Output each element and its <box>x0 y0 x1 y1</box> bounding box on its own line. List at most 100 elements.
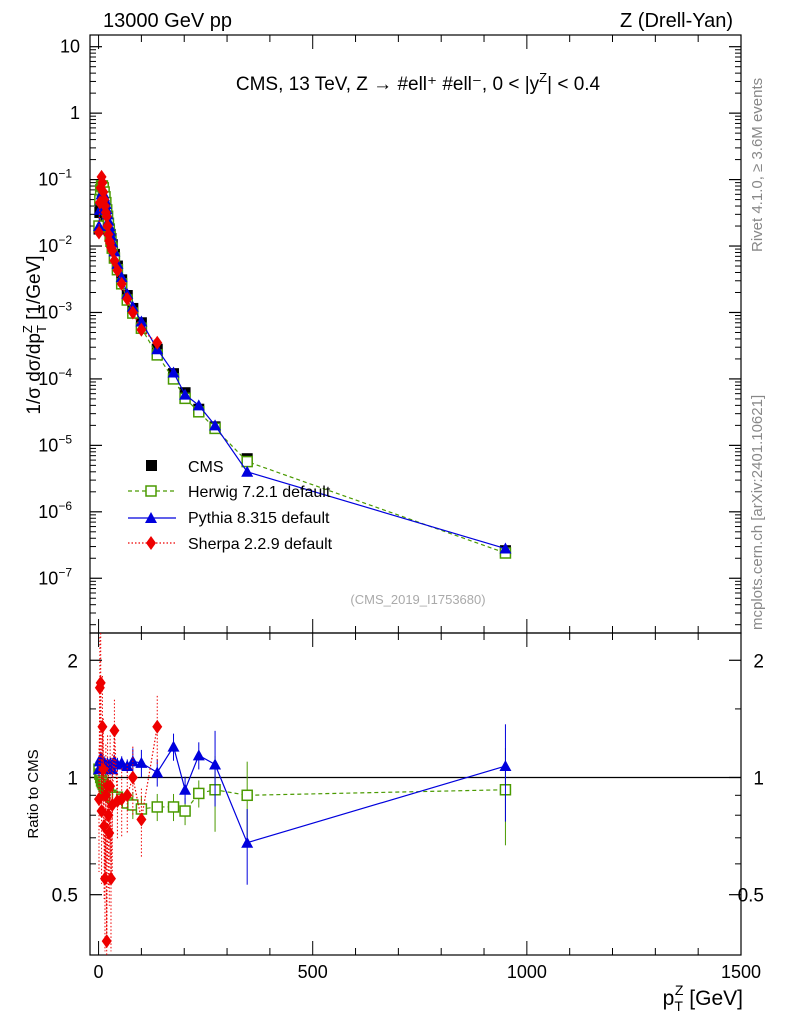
legend-item-pythia: Pythia 8.315 default <box>128 510 330 527</box>
data-point-sherpa <box>122 788 133 803</box>
ratio-series-group <box>92 633 512 955</box>
data-point-herwig <box>179 805 191 817</box>
data-point-herwig <box>135 803 148 815</box>
plot-title: CMS, 13 TeV, Z → #ell⁺ #ell⁻, 0 < |yZ| <… <box>236 70 601 95</box>
main-y-tick-label: 10−4 <box>38 366 72 389</box>
data-point-herwig <box>241 455 253 468</box>
data-point-sherpa <box>95 675 106 690</box>
main-series-group <box>92 169 512 559</box>
legend-item-sherpa: Sherpa 2.2.9 default <box>128 536 333 553</box>
mcplots-label: mcplots.cern.ch [arXiv:2401.10621] <box>749 395 766 630</box>
main-y-tick-label: 1 <box>70 103 80 123</box>
legend-item-cms: CMS <box>146 459 224 476</box>
main-y-axis: 10 1 10−1 10−2 10−3 10−4 10−5 10−6 10−7 <box>38 37 741 626</box>
data-point-pythia <box>209 758 222 770</box>
x-tick-label: 1500 <box>721 962 761 982</box>
ratio-panel: 0.5 0.5 1 1 2 2 0 500 1000 1500 Ratio to CMS pTZ… <box>25 632 764 1014</box>
legend-cms-marker <box>146 460 157 471</box>
data-point-sherpa <box>127 305 138 320</box>
data-point-pythia <box>241 465 254 477</box>
legend-herwig-label: Herwig 7.2.1 default <box>188 484 331 501</box>
main-x-ticks <box>98 35 742 633</box>
legend-pythia-label: Pythia 8.315 default <box>188 510 330 527</box>
data-point-sherpa <box>136 322 147 337</box>
ratio-y-tick-label-right: 0.5 <box>738 886 764 907</box>
data-point-pythia <box>115 271 128 283</box>
series-cms <box>93 195 511 558</box>
ratio-y-tick-label: 0.5 <box>52 886 78 907</box>
series-line-pythia <box>98 745 506 844</box>
data-point-pythia <box>499 760 512 772</box>
ratio-y-tick-label-right: 1 <box>753 768 764 789</box>
x-tick-label: 1000 <box>507 962 547 982</box>
data-point-sherpa <box>136 812 147 827</box>
data-point-sherpa <box>105 871 116 886</box>
data-point-herwig <box>167 801 180 813</box>
series-sherpa <box>93 169 163 350</box>
data-point-sherpa <box>122 291 133 306</box>
main-y-tick-label: 10−1 <box>38 167 72 190</box>
data-point-pythia <box>499 542 512 554</box>
x-tick-label: 500 <box>298 962 328 982</box>
legend-sherpa-marker <box>146 536 156 550</box>
data-point-sherpa <box>103 808 114 823</box>
ratio-y-tick-label: 1 <box>67 768 78 789</box>
data-point-pythia <box>151 766 164 778</box>
beam-label: 13000 GeV pp <box>103 10 232 32</box>
data-point-pythia <box>241 836 254 848</box>
data-point-pythia <box>209 419 222 431</box>
series-sherpa <box>93 633 163 955</box>
data-point-pythia <box>192 749 205 761</box>
data-point-sherpa <box>97 175 108 190</box>
main-y-tick-label: 10 <box>60 37 80 57</box>
data-point-pythia <box>179 783 192 795</box>
data-point-pythia <box>167 740 180 752</box>
data-point-sherpa <box>107 243 118 258</box>
main-y-tick-label: 10−7 <box>38 565 72 588</box>
data-point-sherpa <box>109 723 120 738</box>
data-point-sherpa <box>93 225 104 240</box>
legend-pythia-marker <box>145 512 157 523</box>
data-point-herwig <box>151 801 163 813</box>
data-point-sherpa <box>104 826 115 841</box>
x-tick-label: 0 <box>94 962 104 982</box>
data-point-sherpa <box>99 871 110 886</box>
main-y-label: 1/σ dσ/dpTZ [1/GeV] <box>20 255 49 414</box>
ratio-frame <box>89 632 742 956</box>
data-point-pythia <box>135 756 148 768</box>
data-point-sherpa <box>112 263 123 278</box>
legend: CMS Herwig 7.2.1 default Pythia 8.315 de… <box>128 459 333 553</box>
data-point-herwig <box>241 789 253 802</box>
data-point-pythia <box>192 399 205 411</box>
process-label: Z (Drell-Yan) <box>620 10 733 32</box>
data-point-sherpa <box>99 819 110 834</box>
series-herwig <box>93 748 512 846</box>
rivet-label: Rivet 4.1.0, ≥ 3.6M events <box>749 78 766 252</box>
main-y-tick-label: 10−6 <box>38 499 72 522</box>
ratio-y-axis: 0.5 0.5 1 1 2 2 <box>52 651 764 906</box>
series-herwig <box>93 180 512 559</box>
data-point-sherpa <box>116 276 127 291</box>
data-point-sherpa <box>102 219 113 234</box>
data-point-sherpa <box>97 719 108 734</box>
ratio-x-axis: 0 500 1000 1500 <box>94 633 761 982</box>
data-point-pythia <box>135 315 148 327</box>
ratio-y-label: Ratio to CMS <box>25 749 42 838</box>
data-point-pythia <box>179 388 192 400</box>
legend-herwig-marker <box>145 485 157 497</box>
x-axis-label: pTZ [GeV] <box>663 982 743 1014</box>
data-point-sherpa <box>101 209 112 224</box>
data-point-pythia <box>167 366 180 378</box>
data-point-sherpa <box>127 770 138 785</box>
legend-item-herwig: Herwig 7.2.1 default <box>128 484 331 501</box>
main-y-tick-label: 10−5 <box>38 432 72 455</box>
main-panel: 10 1 10−1 10−2 10−3 10−4 10−5 10−6 10−7 CMS, 13 … <box>20 34 742 634</box>
data-point-sherpa <box>101 934 112 949</box>
main-y-tick-label: 10−3 <box>38 299 72 322</box>
analysis-id: (CMS_2019_I1753680) <box>350 592 485 607</box>
ratio-y-tick-label: 2 <box>67 651 78 672</box>
legend-cms-label: CMS <box>188 459 224 476</box>
data-point-herwig <box>193 787 205 800</box>
ratio-y-tick-label-right: 2 <box>753 651 764 672</box>
